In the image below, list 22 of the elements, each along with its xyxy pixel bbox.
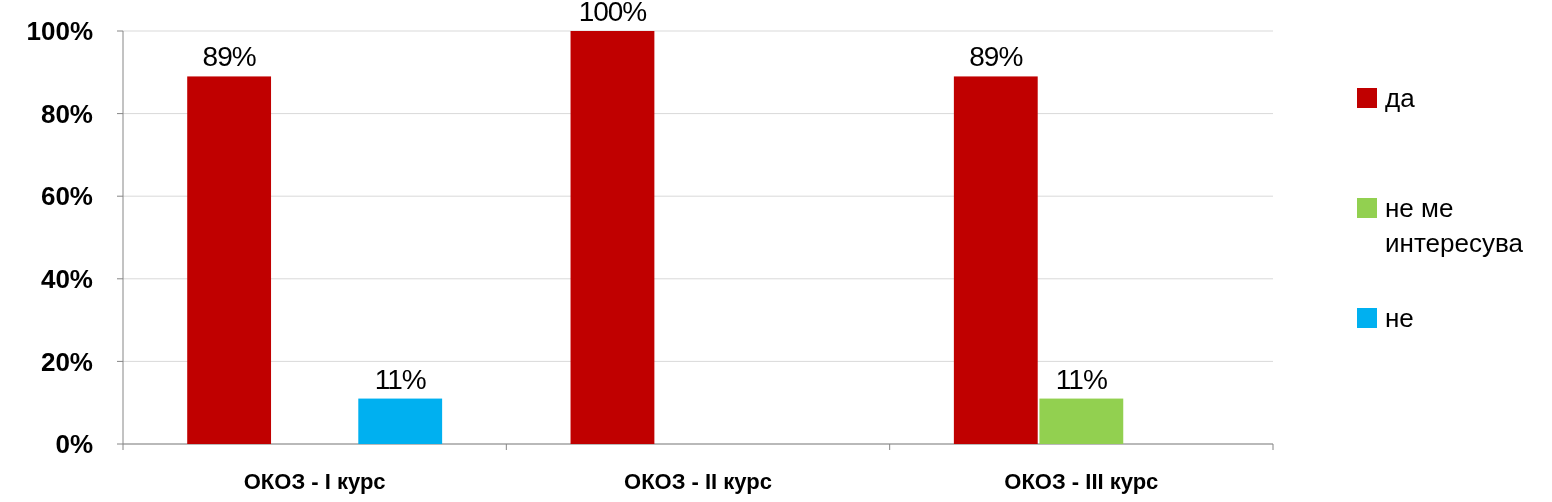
bar [358,398,443,444]
legend-label: не ме интересува [1385,193,1524,259]
data-label: 89% [969,41,1023,73]
x-tick-label: ОКОЗ - I курс [243,469,386,494]
x-tick-label: ОКОЗ - III курс [1004,469,1159,494]
data-label: 89% [202,41,256,73]
bar [187,76,272,444]
legend-label: да [1385,83,1416,114]
bar [953,76,1038,444]
bar [1039,398,1124,444]
y-tick-label: 80% [40,98,93,129]
data-label: 100% [578,0,647,27]
y-tick-label: 40% [40,263,93,294]
y-tick-label: 0% [55,429,93,460]
legend-label: не [1385,303,1414,334]
y-tick-label: 20% [40,346,93,377]
data-label: 11% [1055,363,1107,395]
bar [570,31,655,444]
x-tick-label: ОКОЗ - II курс [624,469,772,494]
y-tick-label: 60% [40,181,93,212]
y-tick-label: 100% [26,16,93,47]
data-label: 11% [374,363,426,395]
